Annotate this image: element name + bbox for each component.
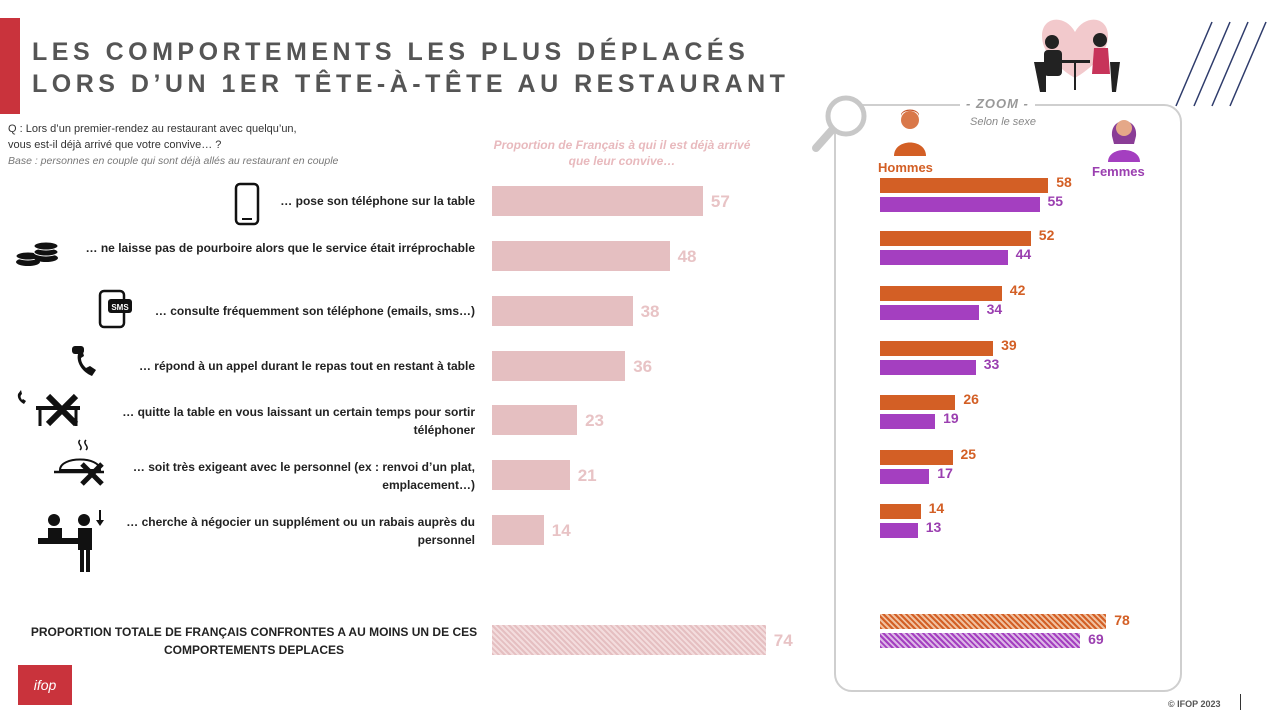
hommes-bar bbox=[880, 504, 921, 519]
hommes-label: Hommes bbox=[878, 160, 933, 175]
zoom-subtitle: Selon le sexe bbox=[970, 116, 1037, 128]
accent-bar bbox=[0, 18, 20, 114]
cloche-icon bbox=[54, 439, 104, 486]
negotiate-icon bbox=[38, 510, 104, 572]
behavior-bar bbox=[492, 351, 626, 381]
behavior-label: … cherche à négocier un supplément ou un… bbox=[126, 515, 475, 547]
femmes-bar bbox=[880, 414, 936, 429]
hommes-value: 42 bbox=[1009, 282, 1026, 298]
sms-phone-icon: SMS bbox=[98, 289, 132, 329]
femmes-bar bbox=[880, 305, 979, 320]
call-icon bbox=[72, 346, 96, 376]
hommes-bar bbox=[880, 231, 1031, 246]
hommes-value: 39 bbox=[1001, 337, 1017, 353]
decorative-lines bbox=[1175, 21, 1267, 107]
behavior-label: … pose son téléphone sur la table bbox=[280, 194, 475, 208]
man-avatar-icon bbox=[894, 109, 926, 156]
question-line-1: Q : Lors d’un premier-rendez au restaura… bbox=[8, 123, 297, 135]
behavior-value: 23 bbox=[585, 411, 605, 430]
behavior-value: 38 bbox=[640, 302, 660, 321]
femmes-bar bbox=[880, 197, 1040, 212]
page-title: LES COMPORTEMENTS LES PLUS DÉPLACÉS LORS… bbox=[32, 36, 789, 100]
total-bar bbox=[492, 625, 766, 655]
woman-avatar-icon bbox=[1108, 120, 1140, 162]
behavior-bar bbox=[492, 460, 570, 490]
behavior-value: 48 bbox=[677, 247, 697, 266]
hommes-total-value: 78 bbox=[1114, 612, 1130, 628]
behavior-bar bbox=[492, 296, 633, 326]
hommes-bar bbox=[880, 395, 956, 410]
femmes-value: 17 bbox=[937, 465, 953, 481]
total-label: PROPORTION TOTALE DE FRANÇAIS CONFRONTES… bbox=[30, 625, 478, 657]
femmes-total-bar bbox=[880, 633, 1081, 648]
femmes-label: Femmes bbox=[1092, 164, 1145, 179]
hommes-bar bbox=[880, 178, 1049, 193]
behavior-bar bbox=[492, 186, 703, 216]
hommes-value: 14 bbox=[928, 500, 945, 516]
hommes-bar bbox=[880, 286, 1002, 301]
base-note: Base : personnes en couple qui sont déjà… bbox=[8, 155, 339, 167]
behavior-value: 36 bbox=[633, 357, 653, 376]
hommes-bar bbox=[880, 341, 994, 356]
femmes-value: 44 bbox=[1015, 246, 1032, 262]
zoom-title: - ZOOM - bbox=[960, 96, 1035, 111]
behavior-bar bbox=[492, 241, 670, 271]
behavior-value: 14 bbox=[551, 521, 571, 540]
behavior-value: 57 bbox=[710, 192, 730, 211]
femmes-bar bbox=[880, 360, 976, 375]
behavior-value: 21 bbox=[577, 466, 597, 485]
behavior-label: … quitte la table en vous laissant un ce… bbox=[122, 405, 475, 437]
footer-divider bbox=[1240, 694, 1241, 710]
behavior-label: … consulte fréquemment son téléphone (em… bbox=[154, 304, 475, 318]
femmes-total-value: 69 bbox=[1088, 631, 1104, 647]
total-value: 74 bbox=[773, 631, 793, 650]
hommes-total-bar bbox=[880, 614, 1107, 629]
couple-dinner-icon bbox=[1034, 19, 1120, 92]
ifop-logo: ifop bbox=[18, 665, 72, 705]
title-line-1: LES COMPORTEMENTS LES PLUS DÉPLACÉS bbox=[32, 38, 750, 66]
title-line-2: LORS D’UN 1ER TÊTE-À-TÊTE AU RESTAURANT bbox=[32, 70, 790, 98]
leave-table-icon bbox=[17, 390, 80, 427]
question-text: Q : Lors d’un premier-rendez au restaura… bbox=[8, 121, 297, 153]
svg-text:SMS: SMS bbox=[111, 303, 129, 312]
femmes-value: 33 bbox=[983, 356, 1000, 372]
magnifier-icon bbox=[812, 95, 867, 152]
phone-icon bbox=[234, 182, 260, 226]
behavior-bar bbox=[492, 405, 578, 435]
question-line-2: vous est-il déjà arrivé que votre conviv… bbox=[8, 139, 222, 151]
hommes-value: 25 bbox=[960, 446, 977, 462]
hommes-bar bbox=[880, 450, 953, 465]
behavior-label: … ne laisse pas de pourboire alors que l… bbox=[85, 241, 475, 255]
chart-title: Proportion de Français à qui il est déjà… bbox=[493, 138, 751, 168]
femmes-value: 55 bbox=[1047, 193, 1064, 209]
copyright: © IFOP 2023 bbox=[1168, 699, 1221, 709]
hommes-value: 26 bbox=[963, 391, 979, 407]
femmes-value: 13 bbox=[925, 519, 942, 535]
hommes-value: 52 bbox=[1038, 227, 1055, 243]
behavior-bar bbox=[492, 515, 544, 545]
femmes-bar bbox=[880, 469, 930, 484]
femmes-bar bbox=[880, 250, 1008, 265]
femmes-value: 19 bbox=[943, 410, 959, 426]
behavior-label: … répond à un appel durant le repas tout… bbox=[138, 359, 475, 373]
coins-icon bbox=[15, 241, 59, 266]
femmes-value: 34 bbox=[986, 301, 1003, 317]
hommes-value: 58 bbox=[1056, 174, 1072, 190]
femmes-bar bbox=[880, 523, 918, 538]
behavior-label: … soit très exigeant avec le personnel (… bbox=[132, 460, 475, 492]
